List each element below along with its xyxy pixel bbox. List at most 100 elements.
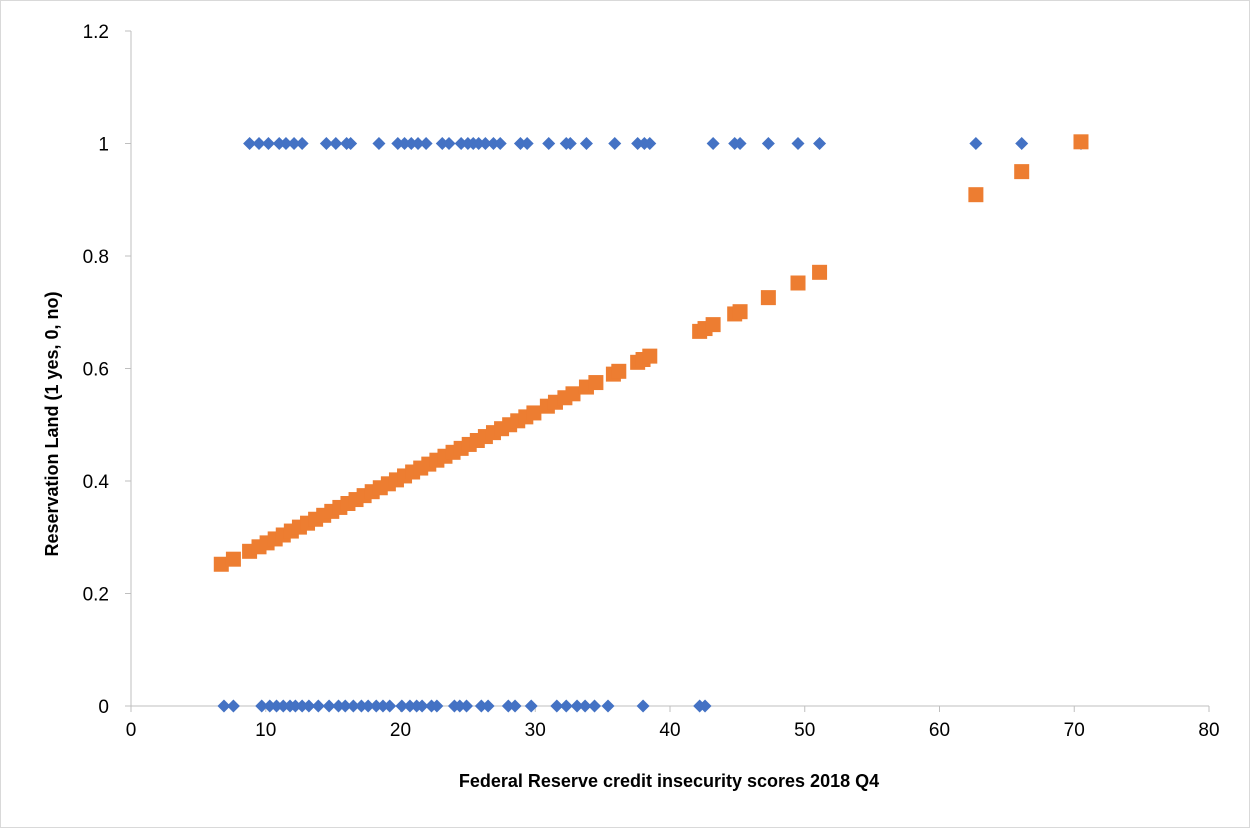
data-point-diamond: [631, 137, 645, 150]
data-point-diamond: [319, 137, 333, 150]
data-point-diamond: [643, 137, 657, 150]
data-point-diamond: [255, 699, 269, 713]
x-tick-label: 30: [525, 720, 546, 741]
y-tick-label: 0.2: [83, 585, 109, 606]
series-2: [213, 134, 1089, 572]
data-point-square: [611, 363, 627, 379]
x-tick-label: 20: [390, 720, 411, 741]
data-point-diamond: [311, 699, 325, 713]
data-point-square: [225, 551, 241, 567]
data-point-square: [1073, 134, 1089, 150]
data-point-diamond: [486, 137, 500, 150]
data-point-square: [732, 304, 748, 320]
data-point-diamond: [453, 699, 467, 713]
data-point-diamond: [460, 699, 474, 713]
data-point-diamond: [520, 137, 534, 150]
data-point-diamond: [524, 699, 538, 713]
data-point-diamond: [288, 699, 302, 713]
data-point-square: [812, 264, 828, 280]
data-point-diamond: [369, 699, 383, 713]
y-tick-label: 0.6: [83, 360, 109, 381]
data-point-diamond: [404, 137, 418, 150]
data-point-diamond: [376, 699, 390, 713]
y-tick-label: 0.4: [83, 472, 110, 493]
data-point-diamond: [454, 137, 468, 150]
data-point-diamond: [608, 137, 622, 150]
data-point-diamond: [217, 699, 231, 713]
data-point-diamond: [706, 137, 720, 150]
data-point-diamond: [430, 699, 444, 713]
x-tick-label: 40: [659, 720, 680, 741]
y-tick-label: 1: [98, 135, 109, 156]
data-point-square: [565, 386, 581, 402]
data-point-diamond: [698, 699, 712, 713]
data-point-diamond: [302, 699, 316, 713]
data-point-diamond: [493, 137, 507, 150]
data-point-diamond: [252, 137, 266, 150]
data-point-diamond: [969, 137, 983, 150]
data-point-diamond: [322, 699, 336, 713]
data-point-diamond: [346, 699, 360, 713]
y-axis-title: Reservation Land (1 yes, 0, no): [42, 291, 62, 556]
data-point-diamond: [508, 699, 522, 713]
data-point-square: [213, 556, 229, 572]
data-point-diamond: [733, 137, 747, 150]
data-point-diamond: [472, 137, 486, 150]
data-point-diamond: [372, 137, 386, 150]
data-point-diamond: [601, 699, 615, 713]
data-point-diamond: [395, 699, 409, 713]
data-point-diamond: [361, 699, 375, 713]
data-point-square: [642, 348, 658, 364]
x-tick-label: 0: [126, 720, 137, 741]
data-point-square: [588, 375, 604, 391]
data-point-diamond: [478, 137, 492, 150]
data-point-diamond: [287, 137, 301, 150]
series-1: [217, 137, 1088, 713]
data-point-diamond: [481, 699, 495, 713]
data-point-diamond: [383, 699, 397, 713]
data-point-diamond: [419, 137, 433, 150]
data-point-diamond: [588, 699, 602, 713]
data-point-diamond: [344, 137, 358, 150]
data-point-diamond: [570, 699, 584, 713]
x-tick-label: 60: [929, 720, 950, 741]
data-point-diamond: [761, 137, 775, 150]
data-point-diamond: [415, 699, 429, 713]
data-point-diamond: [279, 137, 293, 150]
data-point-diamond: [435, 137, 449, 150]
data-point-diamond: [559, 699, 573, 713]
data-point-diamond: [295, 699, 309, 713]
data-point-diamond: [578, 699, 592, 713]
data-point-diamond: [398, 137, 412, 150]
x-axis-title: Federal Reserve credit insecurity scores…: [459, 771, 879, 791]
data-point-diamond: [442, 137, 456, 150]
data-point-diamond: [295, 137, 309, 150]
data-point-diamond: [550, 699, 564, 713]
data-point-diamond: [276, 699, 290, 713]
data-point-square: [705, 317, 721, 333]
data-point-diamond: [338, 699, 352, 713]
data-point-diamond: [354, 699, 368, 713]
data-point-diamond: [474, 699, 488, 713]
data-point-diamond: [226, 699, 240, 713]
data-point-diamond: [1015, 137, 1029, 150]
data-point-diamond: [501, 699, 515, 713]
data-point-square: [968, 187, 984, 203]
data-point-diamond: [332, 699, 346, 713]
data-point-square: [760, 290, 776, 306]
data-point-diamond: [791, 137, 805, 150]
x-tick-label: 70: [1064, 720, 1085, 741]
data-point-diamond: [261, 137, 275, 150]
x-tick-label: 50: [794, 720, 815, 741]
ticks: 0 10 20 30 40 50 60 70 80 0 0.2 0.4 0.6 0.8 1 1.2: [83, 22, 1220, 741]
data-point-diamond: [263, 699, 277, 713]
data-point-diamond: [579, 137, 593, 150]
x-tick-label: 10: [255, 720, 276, 741]
data-point-diamond: [542, 137, 556, 150]
data-point-diamond: [411, 137, 425, 150]
y-tick-label: 0: [98, 697, 109, 718]
axes: [130, 31, 1209, 707]
data-series: [213, 134, 1089, 713]
